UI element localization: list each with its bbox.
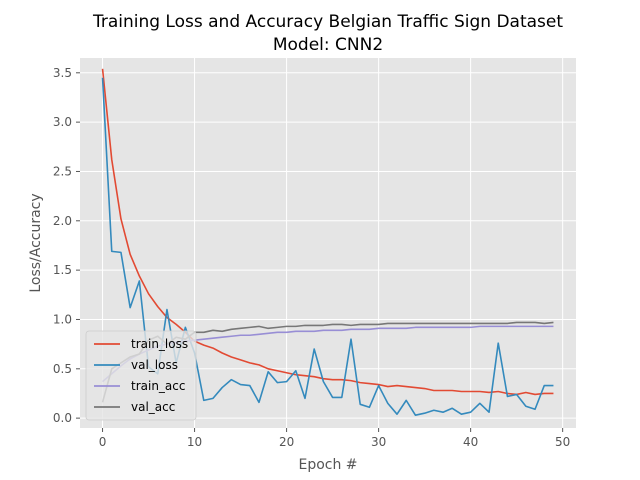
legend-entries: train_loss val_loss train_acc val_acc bbox=[94, 337, 188, 414]
y-tick-label: 1.0 bbox=[53, 312, 72, 326]
x-axis-label: Epoch # bbox=[298, 457, 357, 473]
x-tick-label: 0 bbox=[99, 435, 107, 449]
series-line-train_loss bbox=[101, 68, 554, 396]
grid-lines bbox=[80, 58, 576, 428]
legend-label-val_loss: val_loss bbox=[131, 358, 178, 372]
legend-box bbox=[85, 330, 197, 421]
axis-ticks: 0 10 20 30 40 50 0.0 0.5 1.0 1.5 2.0 2.5 3.0 3.5 bbox=[53, 66, 570, 449]
y-tick-label: 2.5 bbox=[53, 164, 72, 178]
x-tick-label: 50 bbox=[555, 435, 570, 449]
x-tick-label: 10 bbox=[187, 435, 202, 449]
x-tick-label: 40 bbox=[463, 435, 478, 449]
y-tick-label: 3.0 bbox=[53, 115, 72, 129]
y-tick-label: 0.0 bbox=[53, 411, 72, 425]
chart-title: Training Loss and Accuracy Belgian Traff… bbox=[92, 12, 563, 32]
y-tick-label: 2.0 bbox=[53, 214, 72, 228]
y-tick-label: 1.5 bbox=[53, 263, 72, 277]
legend-label-val_acc: val_acc bbox=[131, 400, 175, 414]
legend: train_loss val_loss train_acc val_acc bbox=[85, 330, 197, 421]
y-tick-label: 0.5 bbox=[53, 362, 72, 376]
y-tick-label: 3.5 bbox=[53, 66, 72, 80]
chart-subtitle: Model: CNN2 bbox=[273, 35, 383, 55]
x-tick-label: 30 bbox=[371, 435, 386, 449]
legend-label-train_loss: train_loss bbox=[131, 337, 188, 351]
y-axis-label: Loss/Accuracy bbox=[28, 193, 44, 292]
legend-label-train_acc: train_acc bbox=[131, 379, 185, 393]
x-tick-label: 20 bbox=[279, 435, 294, 449]
